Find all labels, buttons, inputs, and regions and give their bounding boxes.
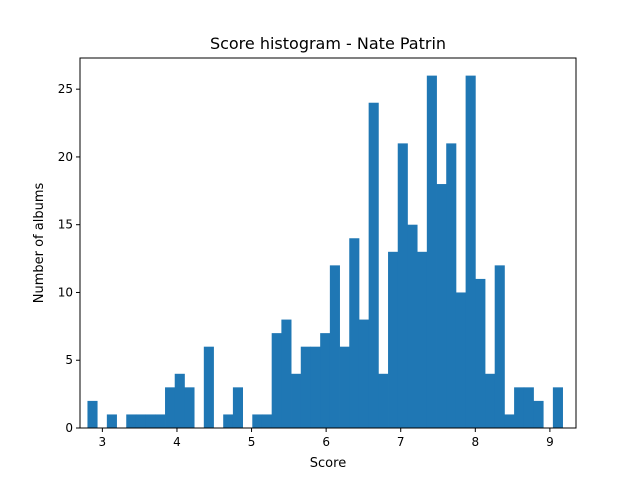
histogram-bar [475, 278, 486, 428]
x-axis-ticks: 3 4 5 6 7 8 9 [99, 428, 554, 449]
y-tick-label: 25 [58, 82, 73, 96]
y-tick-label: 15 [58, 218, 73, 232]
histogram-bar [349, 238, 360, 428]
histogram-bar [465, 75, 476, 428]
histogram-bar [407, 224, 418, 428]
histogram-bar [368, 102, 379, 428]
histogram-bar [106, 414, 117, 428]
x-axis-label: Score [310, 456, 346, 471]
histogram-bar [504, 414, 515, 428]
x-tick-label: 8 [471, 435, 479, 449]
histogram-bar [378, 373, 389, 428]
histogram-bar [145, 414, 156, 428]
histogram-bar [329, 265, 340, 428]
histogram-bar [455, 292, 467, 428]
x-tick-label: 5 [248, 435, 256, 449]
histogram-bar [291, 373, 302, 428]
y-tick-label: 10 [58, 285, 73, 299]
histogram-bar [397, 143, 408, 428]
histogram-bar [358, 319, 370, 428]
histogram-bar [320, 333, 331, 428]
y-axis-ticks: 0 5 10 15 20 25 [58, 82, 80, 435]
y-tick-label: 20 [58, 150, 73, 164]
histogram-bar [339, 346, 350, 428]
histogram-bar [436, 184, 447, 428]
histogram-bar [446, 143, 457, 428]
histogram-bar [426, 75, 437, 428]
histogram-bar [417, 251, 428, 428]
histogram-bar [388, 251, 399, 428]
y-tick-label: 5 [65, 353, 73, 367]
histogram-bar [485, 373, 496, 428]
histogram-bar [232, 387, 243, 428]
histogram-bar [281, 319, 292, 428]
histogram-bar [126, 414, 137, 428]
histogram-bar [261, 414, 273, 428]
x-tick-label: 7 [397, 435, 405, 449]
histogram-bar [135, 414, 147, 428]
histogram-bar [552, 387, 563, 428]
histogram-bar [494, 265, 505, 428]
histogram-bar [155, 414, 166, 428]
histogram-bar [165, 387, 176, 428]
histogram-bar [300, 346, 311, 428]
histogram-bar [533, 400, 544, 428]
histogram-bar [223, 414, 234, 428]
y-tick-label: 0 [65, 421, 73, 435]
y-axis-label: Number of albums [32, 183, 47, 304]
histogram-bar [310, 346, 321, 428]
histogram-bar [184, 387, 195, 428]
histogram-bar [514, 387, 525, 428]
histogram-bar [523, 387, 534, 428]
chart-title: Score histogram - Nate Patrin [210, 34, 446, 53]
x-tick-label: 4 [173, 435, 181, 449]
x-tick-label: 9 [546, 435, 554, 449]
histogram-bar [203, 346, 214, 428]
bars-group [87, 75, 563, 428]
x-tick-label: 6 [322, 435, 330, 449]
plot-frame [79, 57, 577, 429]
histogram-bar [252, 414, 263, 428]
histogram-bar [87, 400, 98, 428]
histogram-bar [271, 333, 282, 428]
x-tick-label: 3 [99, 435, 107, 449]
histogram-bar [174, 373, 185, 428]
